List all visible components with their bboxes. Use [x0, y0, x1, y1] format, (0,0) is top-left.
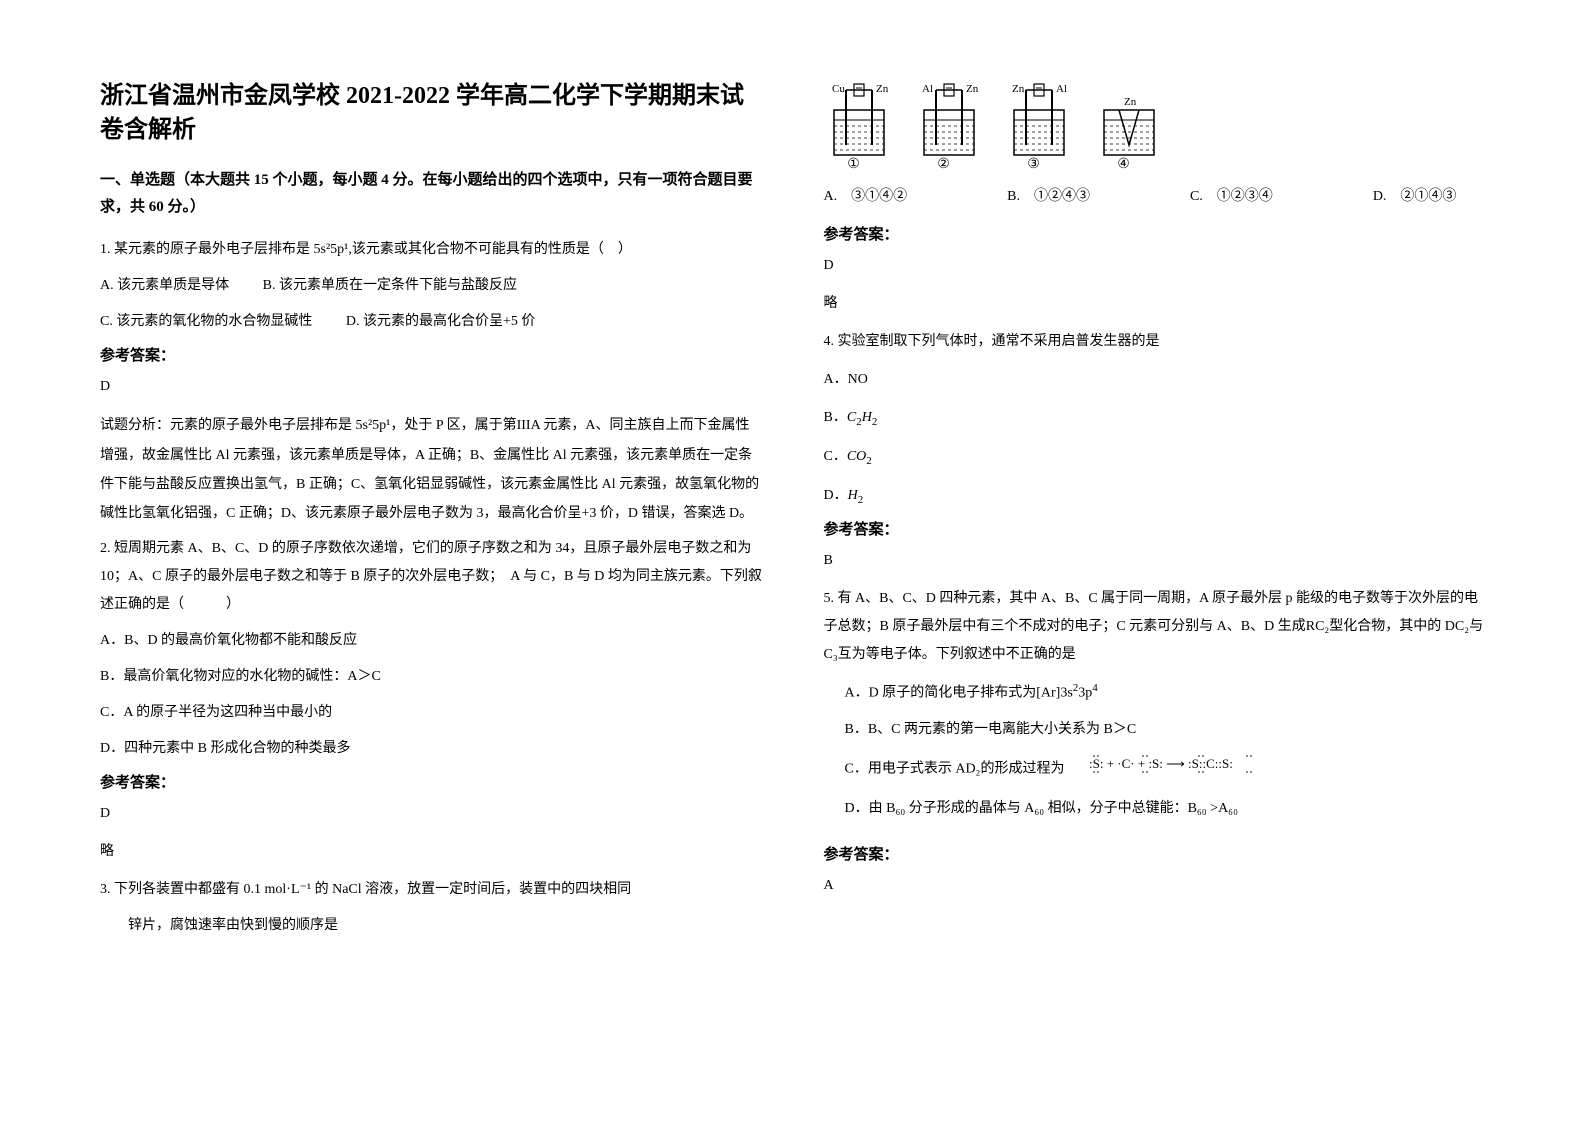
q1-options-row2: C. 该元素的氧化物的水合物显碱性 D. 该元素的最高化合价呈+5 价: [100, 308, 764, 336]
beaker-2: Al Zn ②: [914, 80, 974, 173]
q1-ans: D: [100, 373, 764, 401]
q5-stem: 5. 有 A、B、C、D 四种元素，其中 A、B、C 属于同一周期，A 原子最外…: [824, 585, 1488, 669]
q2-explain: 略: [100, 838, 764, 866]
q5-ans-label: 参考答案：: [824, 843, 1488, 864]
q3-explain: 略: [824, 290, 1488, 318]
q5-optC-pre: C．用电子式表示 AD₂的形成过程为: [845, 762, 1065, 777]
beaker-2-svg: Al Zn: [914, 80, 984, 160]
q3-optD: D. ②①④③: [1373, 183, 1457, 211]
q2-stem: 2. 短周期元素 A、B、C、D 的原子序数依次递增，它们的原子序数之和为 34…: [100, 535, 764, 619]
page-title: 浙江省温州市金凤学校 2021-2022 学年高二化学下学期期末试卷含解析: [100, 80, 764, 147]
q4-optC: C．CO2: [824, 443, 1488, 472]
q3-optB: B. ①②④③: [1007, 183, 1090, 211]
svg-text::S: + ·C· + :S: ⟶ :S::C::S:: :S: + ·C· + :S: ⟶ :S::C::S:: [1089, 756, 1233, 771]
q1-optD: D. 该元素的最高化合价呈+5 价: [346, 314, 536, 329]
beaker-3-svg: Zn Al: [1004, 80, 1074, 160]
q4-optA: A．NO: [824, 366, 1488, 394]
q1-explain: 试题分析：元素的原子最外电子层排布是 5s²5p¹，处于 P 区，属于第IIIA…: [100, 411, 764, 529]
q4-ans-label: 参考答案：: [824, 518, 1488, 539]
lewis-structure-icon: :S: + ·C· + :S: ⟶ :S::C::S:: [1068, 752, 1269, 787]
beaker-1: Cu Zn ①: [824, 80, 884, 173]
q4-optD: D．H2: [824, 482, 1488, 511]
q1-stem: 1. 某元素的原子最外电子层排布是 5s²5p¹,该元素或其化合物不可能具有的性…: [100, 236, 764, 264]
q1-optB: B. 该元素单质在一定条件下能与盐酸反应: [263, 278, 517, 293]
q2-ans: D: [100, 800, 764, 828]
q5-ans: A: [824, 872, 1488, 900]
q2-optD: D．四种元素中 B 形成化合物的种类最多: [100, 735, 764, 763]
beaker-3: Zn Al ③: [1004, 80, 1064, 173]
q4-stem: 4. 实验室制取下列气体时，通常不采用启普发生器的是: [824, 328, 1488, 356]
beaker-3-left-label: Zn: [1012, 83, 1025, 95]
beaker-1-right-label: Zn: [876, 83, 889, 95]
beaker-4-label: Zn: [1124, 96, 1137, 108]
q1-optA: A. 该元素单质是导体: [100, 278, 229, 293]
q5-optC: C．用电子式表示 AD₂的形成过程为 :S: + ·C· + :S: ⟶ :S:…: [824, 752, 1488, 787]
beaker-1-left-label: Cu: [832, 83, 845, 95]
q3-options: A. ③①④② B. ①②④③ C. ①②③④ D. ②①④③: [824, 183, 1488, 211]
q3-optC: C. ①②③④: [1190, 183, 1273, 211]
beaker-3-right-label: Al: [1056, 83, 1067, 95]
q3-stem-2: 锌片，腐蚀速率由快到慢的顺序是: [100, 912, 764, 940]
beaker-1-svg: Cu Zn: [824, 80, 894, 160]
beaker-4: Zn ④: [1094, 80, 1154, 173]
q1-optC: C. 该元素的氧化物的水合物显碱性: [100, 314, 312, 329]
q2-optA: A．B、D 的最高价氧化物都不能和酸反应: [100, 627, 764, 655]
q3-stem-1: 3. 下列各装置中都盛有 0.1 mol·L⁻¹ 的 NaCl 溶液，放置一定时…: [100, 876, 764, 904]
beaker-2-left-label: Al: [922, 83, 933, 95]
q2-ans-label: 参考答案：: [100, 771, 764, 792]
beaker-4-svg: Zn: [1094, 80, 1164, 160]
q3-diagrams: Cu Zn ①: [824, 80, 1488, 173]
q1-ans-label: 参考答案：: [100, 344, 764, 365]
q3-ans-label: 参考答案：: [824, 223, 1488, 244]
q3-ans: D: [824, 252, 1488, 280]
beaker-2-right-label: Zn: [966, 83, 979, 95]
q3-optA: A. ③①④②: [824, 183, 908, 211]
section-heading: 一、单选题（本大题共 15 个小题，每小题 4 分。在每小题给出的四个选项中，只…: [100, 167, 764, 221]
q2-optC: C．A 的原子半径为这四种当中最小的: [100, 699, 764, 727]
q5-optA: A．D 原子的简化电子排布式为[Ar]3s23p4: [824, 677, 1488, 708]
q4-optB: B．C2H2: [824, 404, 1488, 433]
q5-optD: D．由 B₆₀ 分子形成的晶体与 A₆₀ 相似，分子中总键能：B₆₀ >A₆₀: [824, 795, 1488, 823]
q1-options-row1: A. 该元素单质是导体 B. 该元素单质在一定条件下能与盐酸反应: [100, 272, 764, 300]
q4-ans: B: [824, 547, 1488, 575]
q2-optB: B．最高价氧化物对应的水化物的碱性：A＞C: [100, 663, 764, 691]
q5-optB: B．B、C 两元素的第一电离能大小关系为 B＞C: [824, 716, 1488, 744]
